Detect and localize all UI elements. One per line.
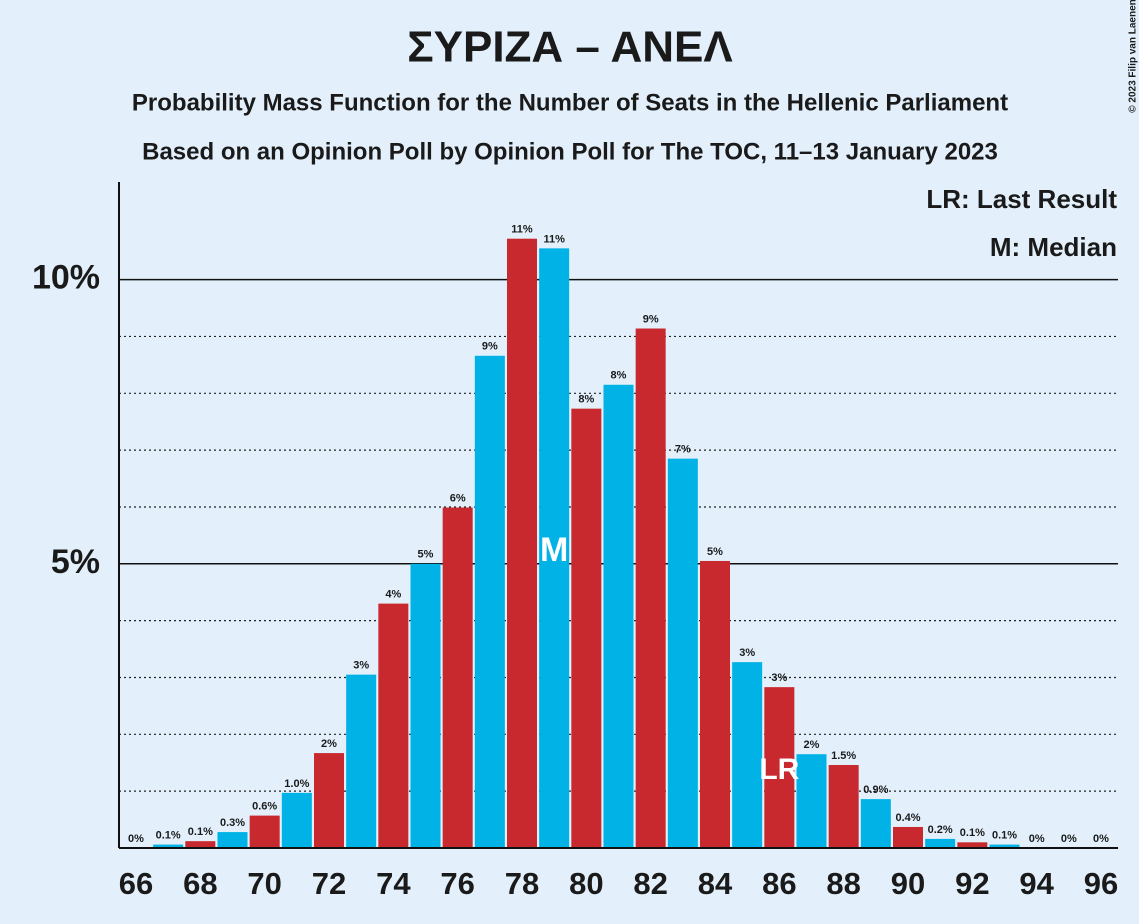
bar [796, 754, 827, 848]
value-label: 0.1% [992, 829, 1017, 841]
value-label: 0.1% [960, 827, 985, 839]
bar [860, 799, 891, 848]
value-label: 0.2% [928, 824, 953, 836]
x-tick-label: 92 [955, 866, 989, 901]
bar [828, 765, 859, 848]
last-result-marker: LR [759, 753, 799, 786]
value-label: 0.3% [220, 817, 245, 829]
value-label: 9% [482, 341, 498, 353]
x-tick-label: 68 [183, 866, 217, 901]
bar [989, 844, 1020, 848]
bar [603, 384, 634, 848]
value-label: 8% [578, 394, 594, 406]
value-label: 9% [643, 313, 659, 325]
bar [346, 674, 377, 848]
value-label: 3% [353, 660, 369, 672]
value-label: 0% [1093, 833, 1109, 845]
x-tick-label: 66 [119, 866, 153, 901]
subtitle: Based on an Opinion Poll by Opinion Poll… [142, 138, 998, 165]
x-tick-label: 96 [1084, 866, 1118, 901]
value-label: 0.9% [863, 784, 888, 796]
x-tick-label: 90 [891, 866, 925, 901]
x-tick-label: 88 [826, 866, 860, 901]
value-label: 0.1% [156, 829, 181, 841]
value-label: 0% [1061, 833, 1077, 845]
value-label: 11% [543, 233, 565, 245]
x-tick-label: 78 [505, 866, 539, 901]
value-label: 0% [128, 833, 144, 845]
chart-title: ΣΥΡΙΖΑ – ΑΝΕΛ [407, 23, 733, 72]
bar [539, 248, 570, 848]
value-label: 0% [1029, 833, 1045, 845]
y-tick-label: 10% [32, 259, 100, 297]
legend-entry: LR: Last Result [926, 184, 1117, 214]
bar [571, 408, 602, 848]
bar [893, 826, 923, 848]
bar [153, 844, 184, 848]
x-tick-label: 76 [440, 866, 474, 901]
value-label: 3% [739, 647, 755, 659]
x-tick-label: 84 [698, 866, 733, 901]
bar [925, 838, 956, 848]
value-label: 5% [707, 546, 723, 558]
bar [378, 603, 409, 848]
x-tick-label: 74 [376, 866, 411, 901]
bar [957, 842, 988, 848]
value-label: 0.6% [252, 801, 277, 813]
value-label: 11% [511, 224, 533, 236]
bar [635, 328, 666, 848]
value-label: 5% [418, 549, 434, 561]
value-label: 2% [321, 738, 337, 750]
bar [474, 355, 505, 848]
value-label: 7% [675, 444, 691, 456]
x-tick-label: 86 [762, 866, 796, 901]
bar [185, 841, 216, 848]
bar [410, 563, 441, 848]
value-label: 0.1% [188, 826, 213, 838]
value-label: 4% [385, 589, 401, 601]
value-label: 3% [771, 672, 787, 684]
x-tick-label: 94 [1019, 866, 1054, 901]
bar [764, 687, 795, 848]
bar [732, 662, 763, 848]
bar [249, 815, 280, 848]
bar [314, 753, 344, 848]
value-label: 0.4% [895, 812, 920, 824]
value-label: 2% [804, 739, 820, 751]
bar [667, 458, 698, 848]
x-tick-label: 72 [312, 866, 346, 901]
y-tick-label: 5% [51, 543, 100, 581]
x-tick-label: 70 [247, 866, 281, 901]
subtitle: Probability Mass Function for the Number… [132, 89, 1008, 116]
bar [217, 832, 248, 848]
value-label: 8% [611, 370, 627, 382]
x-tick-label: 82 [633, 866, 667, 901]
copyright: © 2023 Filip van Laenen [1128, 0, 1139, 113]
bar [442, 507, 473, 848]
value-label: 6% [450, 492, 466, 504]
value-label: 1.0% [284, 778, 309, 790]
median-marker: M [540, 531, 568, 569]
legend-entry: M: Median [990, 232, 1117, 262]
value-label: 1.5% [831, 750, 856, 762]
bar [700, 560, 730, 848]
x-tick-label: 80 [569, 866, 603, 901]
bar [281, 792, 312, 848]
bar [507, 238, 537, 848]
